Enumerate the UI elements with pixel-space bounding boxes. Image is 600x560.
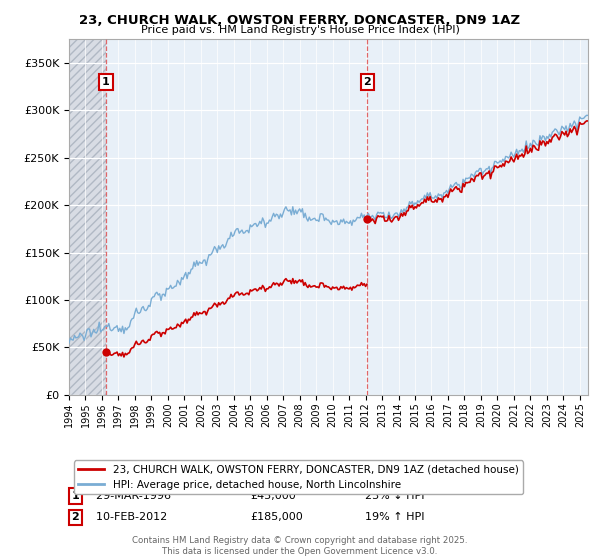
- Text: 19% ↑ HPI: 19% ↑ HPI: [365, 512, 424, 522]
- Text: 23, CHURCH WALK, OWSTON FERRY, DONCASTER, DN9 1AZ: 23, CHURCH WALK, OWSTON FERRY, DONCASTER…: [79, 14, 521, 27]
- Text: 10-FEB-2012: 10-FEB-2012: [89, 512, 167, 522]
- Text: Contains HM Land Registry data © Crown copyright and database right 2025.
This d: Contains HM Land Registry data © Crown c…: [132, 536, 468, 556]
- Text: 1: 1: [71, 491, 79, 501]
- Text: £185,000: £185,000: [251, 512, 304, 522]
- Text: £45,000: £45,000: [251, 491, 296, 501]
- Legend: 23, CHURCH WALK, OWSTON FERRY, DONCASTER, DN9 1AZ (detached house), HPI: Average: 23, CHURCH WALK, OWSTON FERRY, DONCASTER…: [74, 460, 523, 494]
- Text: 23% ↓ HPI: 23% ↓ HPI: [365, 491, 424, 501]
- Text: Price paid vs. HM Land Registry's House Price Index (HPI): Price paid vs. HM Land Registry's House …: [140, 25, 460, 35]
- Text: 2: 2: [71, 512, 79, 522]
- Text: 1: 1: [102, 77, 110, 87]
- Text: 29-MAR-1996: 29-MAR-1996: [89, 491, 171, 501]
- Polygon shape: [69, 39, 106, 395]
- Text: 2: 2: [364, 77, 371, 87]
